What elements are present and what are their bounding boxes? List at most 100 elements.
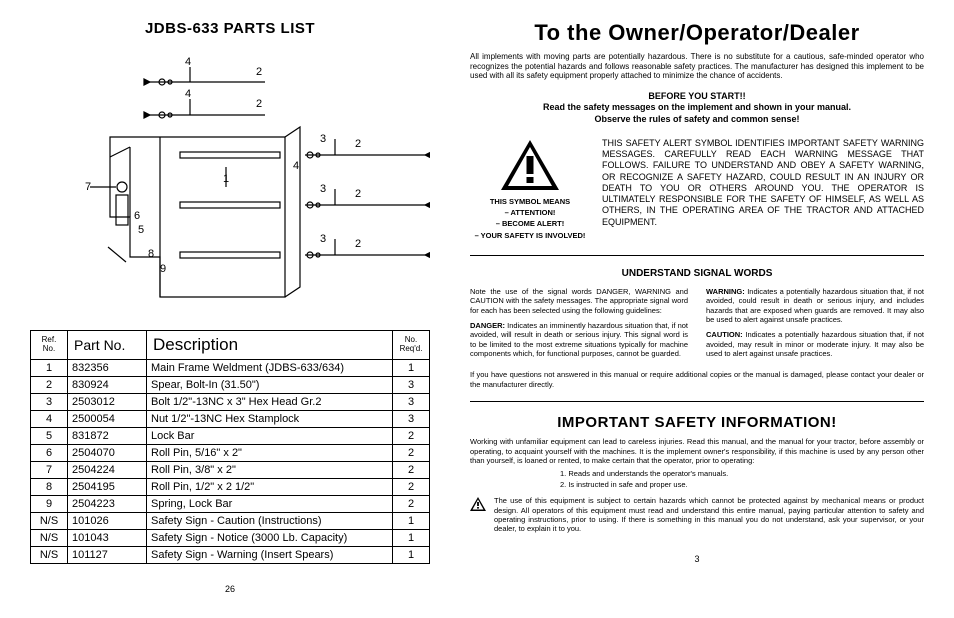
table-row: 72504224Roll Pin, 3/8" x 2"2 [31, 462, 430, 479]
col-ref: Ref.No. [31, 331, 68, 360]
symbol-l2: – BECOME ALERT! [496, 219, 564, 228]
callout-7: 7 [85, 181, 91, 193]
callout-9: 9 [160, 263, 166, 275]
warning-triangle-icon [499, 138, 561, 192]
callout-2e: 2 [355, 238, 361, 250]
table-row: 2830924Spear, Bolt-In (31.50")3 [31, 377, 430, 394]
owner-title: To the Owner/Operator/Dealer [470, 20, 924, 46]
cell-ref: 2 [31, 377, 68, 394]
cell-qty: 2 [393, 445, 430, 462]
cell-desc: Main Frame Weldment (JDBS-633/634) [147, 360, 393, 377]
callout-8: 8 [148, 248, 154, 260]
signal-intro: Note the use of the signal words DANGER,… [470, 287, 688, 315]
col-desc: Description [147, 331, 393, 360]
important-heading: IMPORTANT SAFETY INFORMATION! [470, 414, 924, 431]
cell-partno: 101127 [68, 547, 147, 564]
callout-4b: 4 [185, 88, 191, 100]
table-row: 5831872Lock Bar2 [31, 428, 430, 445]
cell-ref: N/S [31, 547, 68, 564]
important-p1: Working with unfamiliar equipment can le… [470, 437, 924, 465]
separator-2 [470, 401, 924, 402]
callout-2d: 2 [355, 188, 361, 200]
important-p2: The use of this equipment is subject to … [494, 496, 924, 534]
before-you-start: BEFORE YOU START!! Read the safety messa… [470, 91, 924, 126]
cell-qty: 2 [393, 462, 430, 479]
cell-ref: 3 [31, 394, 68, 411]
callout-3c: 3 [320, 233, 326, 245]
cell-partno: 2504070 [68, 445, 147, 462]
table-row: 92504223Spring, Lock Bar2 [31, 496, 430, 513]
important-li1: 1. Reads and understands the operator's … [560, 469, 924, 480]
parts-list-title: JDBS-633 PARTS LIST [30, 20, 430, 37]
signal-contact: If you have questions not answered in th… [470, 370, 924, 389]
important-warn-row: The use of this equipment is subject to … [470, 496, 924, 534]
table-row: 1832356Main Frame Weldment (JDBS-633/634… [31, 360, 430, 377]
alert-body: THIS SAFETY ALERT SYMBOL IDENTIFIES IMPO… [602, 138, 924, 228]
cell-desc: Roll Pin, 5/16" x 2" [147, 445, 393, 462]
parts-table: Ref.No. Part No. Description No.Req'd. 1… [30, 330, 430, 564]
cell-partno: 832356 [68, 360, 147, 377]
cell-desc: Roll Pin, 3/8" x 2" [147, 462, 393, 479]
cell-partno: 101043 [68, 530, 147, 547]
callout-2c: 2 [355, 138, 361, 150]
cell-qty: 1 [393, 530, 430, 547]
page-number-right: 3 [470, 554, 924, 564]
table-row: N/S101026Safety Sign - Caution (Instruct… [31, 513, 430, 530]
alert-symbol-block: THIS SYMBOL MEANS – ATTENTION! – BECOME … [470, 138, 590, 241]
signal-col-left: Note the use of the signal words DANGER,… [470, 287, 688, 365]
cell-qty: 2 [393, 428, 430, 445]
table-row: 42500054Nut 1/2"-13NC Hex Stamplock3 [31, 411, 430, 428]
cell-partno: 830924 [68, 377, 147, 394]
cell-ref: 7 [31, 462, 68, 479]
table-row: 82504195Roll Pin, 1/2" x 2 1/2"2 [31, 479, 430, 496]
table-row: 32503012Bolt 1/2"-13NC x 3" Hex Head Gr.… [31, 394, 430, 411]
cell-qty: 2 [393, 479, 430, 496]
cell-ref: 4 [31, 411, 68, 428]
callout-6: 6 [134, 210, 140, 222]
cell-partno: 2504223 [68, 496, 147, 513]
callout-2b: 2 [256, 98, 262, 110]
cell-desc: Spring, Lock Bar [147, 496, 393, 513]
intro-paragraph: All implements with moving parts are pot… [470, 52, 924, 81]
cell-partno: 831872 [68, 428, 147, 445]
important-li2: 2. Is instructed in safe and proper use. [560, 480, 924, 491]
cell-desc: Nut 1/2"-13NC Hex Stamplock [147, 411, 393, 428]
cell-ref: 1 [31, 360, 68, 377]
cell-ref: 5 [31, 428, 68, 445]
separator-1 [470, 255, 924, 256]
right-column: To the Owner/Operator/Dealer All impleme… [470, 20, 924, 594]
signal-words-heading: UNDERSTAND SIGNAL WORDS [470, 268, 924, 279]
callout-5: 5 [138, 224, 144, 236]
small-warning-icon [470, 497, 486, 511]
cell-desc: Safety Sign - Notice (3000 Lb. Capacity) [147, 530, 393, 547]
cell-qty: 1 [393, 513, 430, 530]
cell-qty: 2 [393, 496, 430, 513]
col-qty: No.Req'd. [393, 331, 430, 360]
cell-desc: Lock Bar [147, 428, 393, 445]
callout-4a: 4 [185, 56, 191, 68]
cell-desc: Spear, Bolt-In (31.50") [147, 377, 393, 394]
safety-alert-row: THIS SYMBOL MEANS – ATTENTION! – BECOME … [470, 138, 924, 241]
left-column: JDBS-633 PARTS LIST [30, 20, 430, 594]
cell-desc: Safety Sign - Warning (Insert Spears) [147, 547, 393, 564]
signal-warning: WARNING: Indicates a potentially hazardo… [706, 287, 924, 325]
cell-qty: 3 [393, 377, 430, 394]
cell-ref: 6 [31, 445, 68, 462]
cell-partno: 2503012 [68, 394, 147, 411]
signal-danger: DANGER: Indicates an imminently hazardou… [470, 321, 688, 359]
table-row: N/S101127Safety Sign - Warning (Insert S… [31, 547, 430, 564]
signal-col-right: WARNING: Indicates a potentially hazardo… [706, 287, 924, 365]
table-row: 62504070Roll Pin, 5/16" x 2"2 [31, 445, 430, 462]
callout-3a: 3 [320, 133, 326, 145]
cell-ref: 8 [31, 479, 68, 496]
cell-qty: 1 [393, 547, 430, 564]
cell-ref: 9 [31, 496, 68, 513]
signal-words-columns: Note the use of the signal words DANGER,… [470, 287, 924, 365]
cell-ref: N/S [31, 530, 68, 547]
cell-desc: Safety Sign - Caution (Instructions) [147, 513, 393, 530]
symbol-l3: – YOUR SAFETY IS INVOLVED! [475, 231, 586, 240]
callout-2a: 2 [256, 66, 262, 78]
cell-qty: 3 [393, 394, 430, 411]
cell-qty: 1 [393, 360, 430, 377]
cell-ref: N/S [31, 513, 68, 530]
